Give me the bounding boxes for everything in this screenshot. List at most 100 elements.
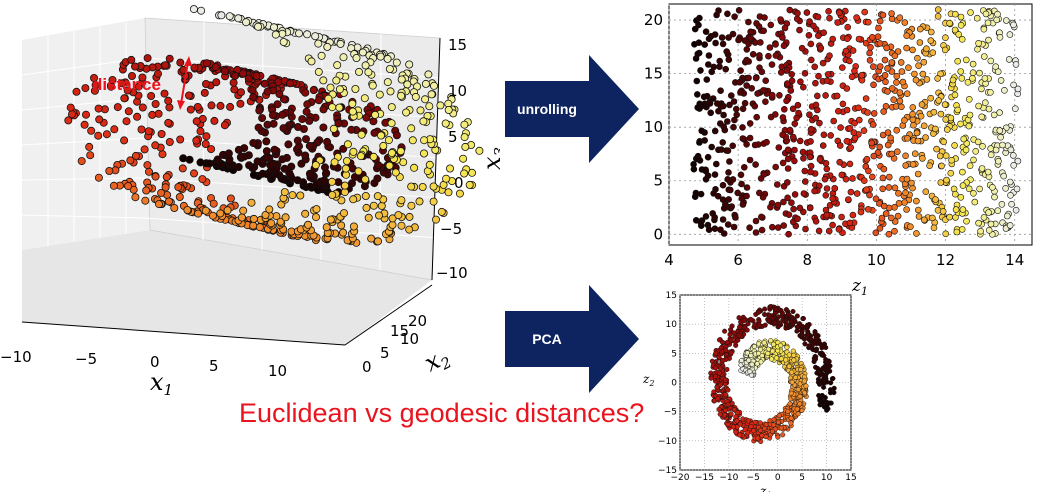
roll-point [437,207,446,216]
unrolled-point [781,106,788,113]
unrolled-point [879,185,886,193]
unrolled-point [743,46,751,53]
unrolled-point [729,142,736,150]
unrolled-point [802,225,809,233]
unrolled-y-tick: 15 [644,65,663,83]
unrolled-point [882,210,890,217]
x2-axis-label: x2 [420,342,455,380]
roll-point [384,136,393,145]
roll-point [212,78,221,87]
roll-point [244,74,253,83]
roll-point [226,102,235,111]
unrolled-point [891,184,899,192]
unrolled-point [874,33,882,41]
unrolled-point [972,148,980,155]
unrolled-point [735,7,743,14]
unrolled-point [768,61,776,68]
roll-point [397,91,406,100]
roll-point [184,91,193,100]
pca-point [716,354,722,360]
unrolled-point [908,179,915,187]
unrolled-point [794,101,802,109]
roll-point [124,182,133,191]
roll-point [459,154,468,163]
unrolled-point [975,102,982,110]
pca-points [708,303,837,445]
unrolled-point [823,185,831,192]
roll-point [87,126,96,135]
roll-point [407,124,416,133]
unrolled-point [779,34,786,41]
roll-point [293,136,302,145]
unrolled-point [963,217,970,225]
roll-point [151,100,160,109]
unrolled-point [746,120,754,127]
unrolled-point [716,63,723,70]
unrolled-point [703,92,711,100]
unrolled-point [756,52,763,59]
unrolled-point [746,134,754,142]
pca-point [792,374,798,380]
roll-point [64,116,73,125]
unrolled-point [776,92,783,99]
roll-point [429,81,438,90]
unrolled-point [893,127,901,134]
roll-point [357,130,366,139]
roll-point [262,147,271,156]
roll-point [230,85,239,94]
unrolled-point [802,178,809,185]
unrolled-point [695,155,703,163]
unrolled-point [780,222,787,229]
unrolled-point [891,227,898,235]
unrolled-point [953,228,961,236]
roll-point [368,81,377,90]
unrolled-point [963,140,971,147]
unrolled-point [823,211,831,219]
roll-point [258,114,267,123]
roll-point [350,173,359,182]
unrolled-point [919,70,927,78]
roll-point [143,54,152,63]
roll-point [216,101,225,110]
roll-point [237,213,246,222]
unrolled-point [934,6,942,13]
roll-point [94,173,103,182]
unrolled-point [705,61,712,68]
unrolled-point [902,152,909,160]
roll-point [141,196,150,205]
pca-point [742,427,748,433]
unrolled-point [718,146,725,153]
roll-point [220,67,229,76]
roll-point [197,6,206,15]
roll-point [158,150,167,159]
unrolled-point [937,70,944,78]
roll-point [272,212,281,221]
roll-point [415,197,424,206]
unrolled-point [784,165,792,172]
roll-point [226,194,235,203]
roll-point [66,103,75,112]
unrolled-point [902,162,910,169]
unrolled-point [981,75,989,82]
unrolled-point [901,117,908,124]
unrolled-point [876,40,884,47]
unrolled-point [837,124,844,131]
pca-point [733,414,739,420]
roll-point [323,137,332,146]
roll-point [176,135,185,144]
unrolled-point [743,192,750,200]
x1-tick: −5 [75,350,97,368]
roll-point [210,116,219,125]
pca-point [724,366,730,373]
unrolled-point [957,194,965,201]
roll-point [202,132,211,141]
pca-point [752,322,758,328]
pca-point [729,400,735,406]
unrolled-point [904,135,911,142]
unrolled-point [909,161,917,168]
unrolled-point [785,211,793,218]
unrolled-point [794,9,801,17]
unrolled-point [812,218,820,225]
unrolled-point [791,146,798,154]
roll-point [80,120,89,129]
